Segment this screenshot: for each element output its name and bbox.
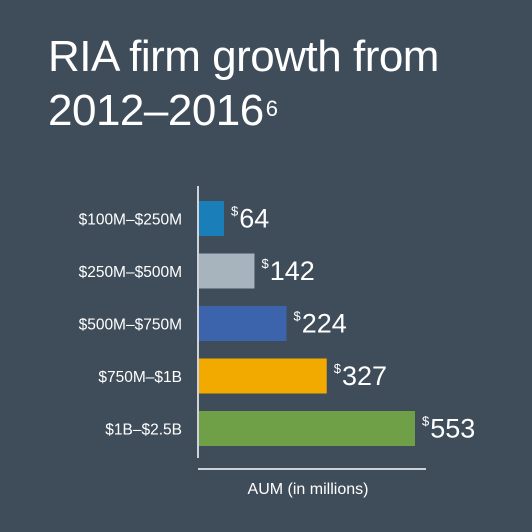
title-footnote: 6 [265, 96, 278, 121]
data-label: $553 [422, 414, 475, 444]
data-label: $327 [334, 361, 387, 391]
data-label: $224 [293, 309, 346, 339]
bar [199, 253, 255, 289]
category-label: $250M–$500M [79, 264, 182, 281]
x-axis-label: AUM (in millions) [247, 481, 369, 498]
bar [199, 306, 287, 341]
chart-title-text: RIA firm growth from 2012–2016 [48, 32, 439, 135]
bar [199, 201, 224, 236]
bar [199, 411, 415, 446]
category-label: $750M–$1B [98, 369, 182, 386]
category-label: $1B–$2.5B [105, 422, 182, 439]
category-label: $500M–$750M [79, 317, 182, 334]
chart-title: RIA firm growth from 2012–20166 [48, 30, 508, 138]
category-label: $100M–$250M [79, 212, 182, 229]
data-label: $64 [231, 204, 269, 234]
data-label: $142 [261, 256, 314, 286]
bar [199, 358, 327, 394]
